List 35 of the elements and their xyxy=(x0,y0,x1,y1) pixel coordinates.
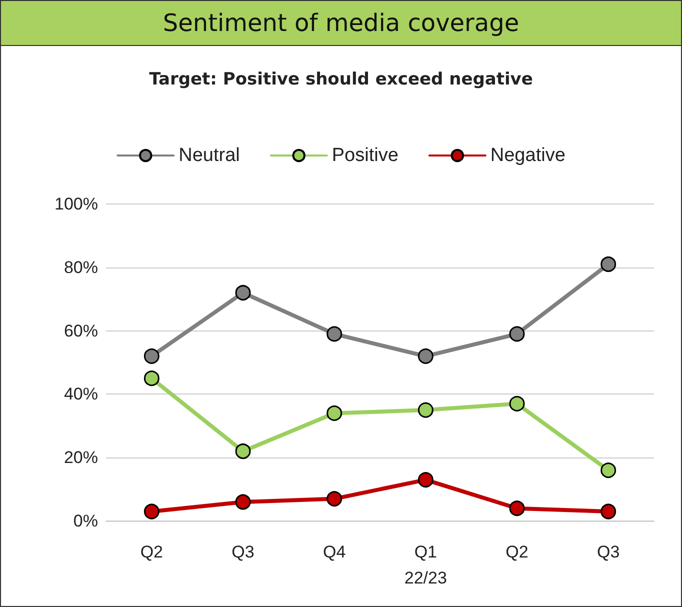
legend-label: Neutral xyxy=(178,145,240,166)
point xyxy=(326,405,342,421)
point xyxy=(144,370,160,386)
chart-title: Sentiment of media coverage xyxy=(1,1,681,46)
y-tick-label: 100% xyxy=(54,194,98,214)
x-tick-label: Q2 xyxy=(140,542,164,562)
chart-subtitle: Target: Positive should exceed negative xyxy=(149,70,533,90)
point xyxy=(144,504,160,520)
point xyxy=(235,285,251,301)
y-tick-label: 40% xyxy=(64,384,98,404)
y-tick-label: 0% xyxy=(73,512,98,530)
point xyxy=(600,256,616,272)
point xyxy=(509,326,525,342)
point xyxy=(235,494,251,510)
point xyxy=(509,500,525,516)
x-tick-label: Q3 xyxy=(232,542,254,562)
y-tick-label: 80% xyxy=(64,258,98,277)
point xyxy=(326,491,342,507)
point xyxy=(600,462,616,478)
point xyxy=(235,444,251,460)
point xyxy=(418,402,434,418)
point xyxy=(600,504,616,520)
x-tick-label: Q4 xyxy=(322,542,346,562)
legend-label: Negative xyxy=(490,145,566,166)
point xyxy=(509,396,525,412)
y-tick-label: 60% xyxy=(64,321,98,340)
point xyxy=(418,472,434,488)
x-tick-label: Q3 xyxy=(596,542,620,562)
point xyxy=(144,348,160,364)
point xyxy=(326,326,342,342)
x-tick-label: Q1 22/23 xyxy=(404,542,447,588)
y-tick-label: 20% xyxy=(64,448,98,468)
point xyxy=(418,348,434,364)
legend-label: Positive xyxy=(332,145,398,166)
x-tick-label: Q2 xyxy=(506,542,528,562)
